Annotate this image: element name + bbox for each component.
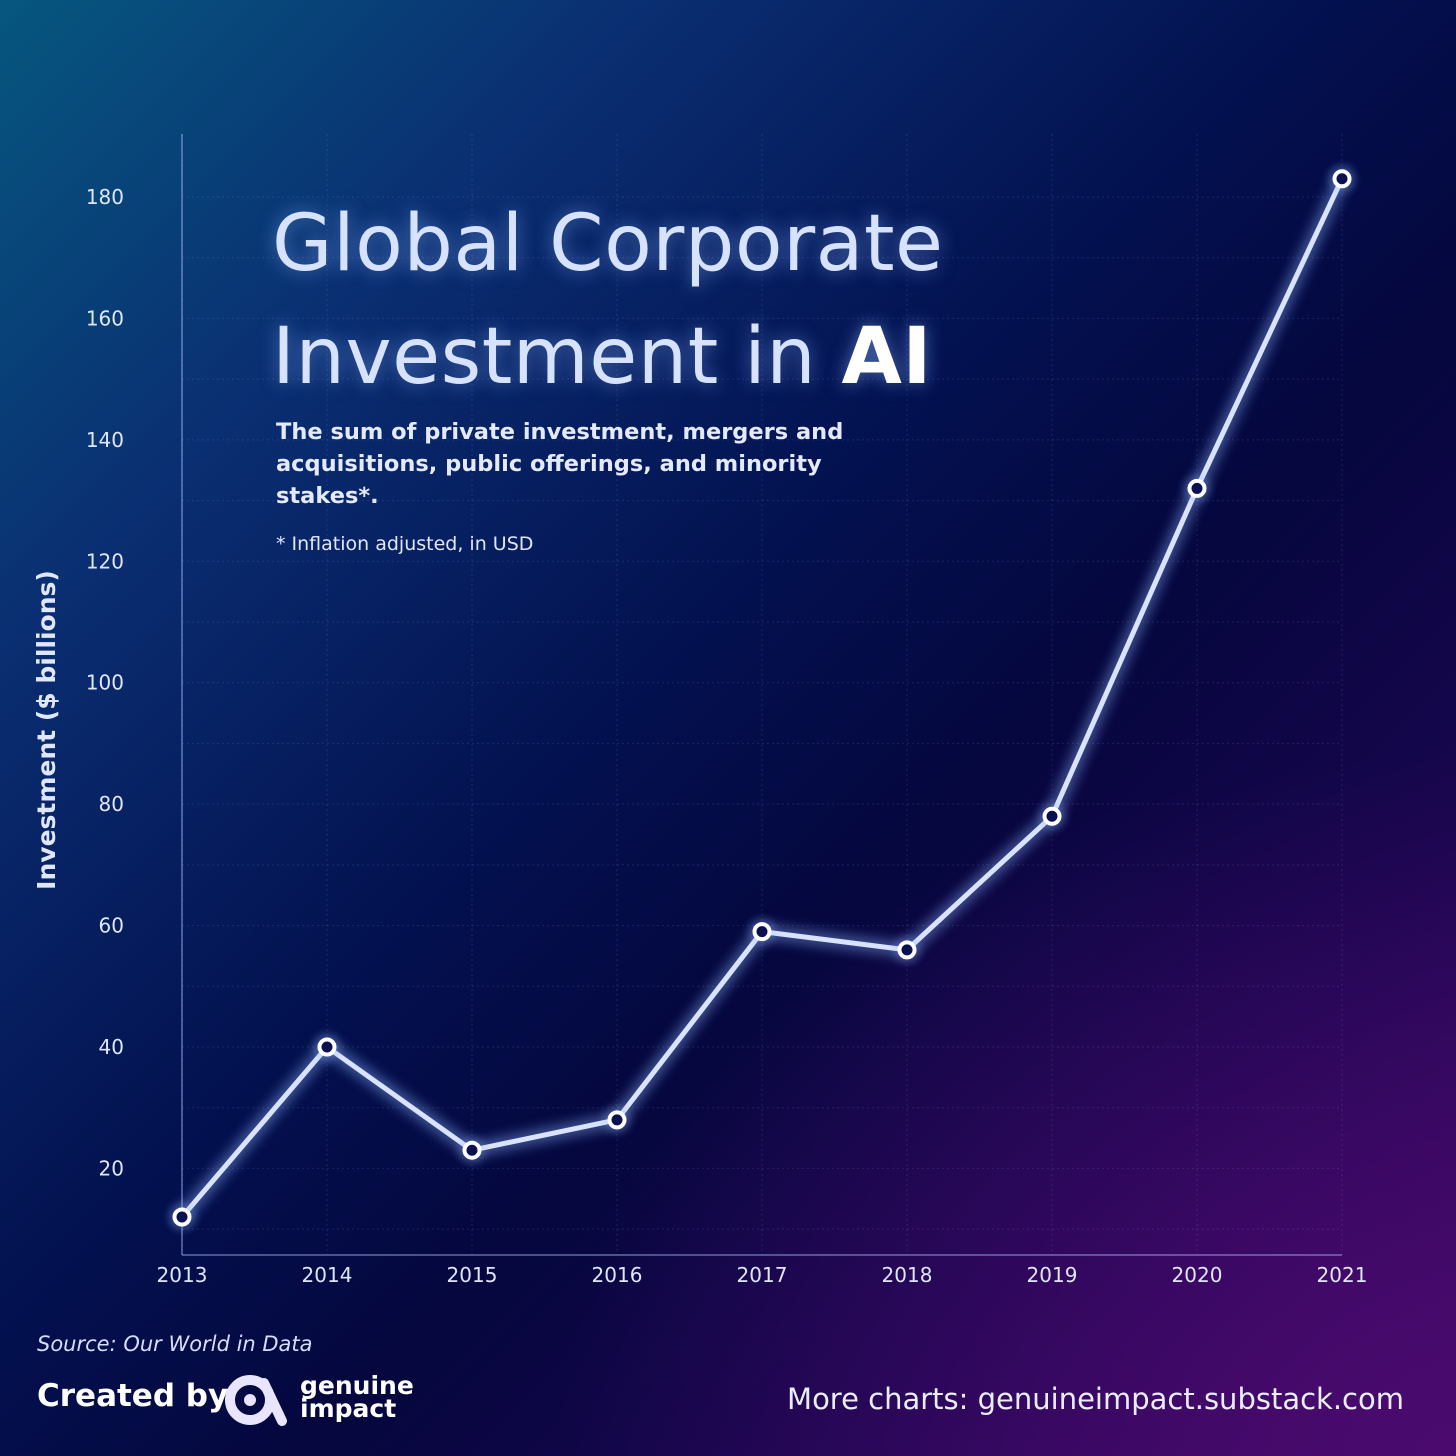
data-point xyxy=(462,1140,482,1160)
y-tick-label: 20 xyxy=(99,1156,124,1180)
data-point xyxy=(607,1110,627,1130)
y-tick-label: 160 xyxy=(86,306,124,330)
y-tick-label: 60 xyxy=(99,914,124,938)
x-tick-label: 2017 xyxy=(737,1263,788,1287)
title-line-2: Investment in AI xyxy=(272,301,1032,414)
title-line-1: Global Corporate xyxy=(272,199,944,289)
page-title: Global Corporate Investment in AI xyxy=(272,188,1032,414)
genuine-impact-logo-text: genuine impact xyxy=(300,1371,414,1423)
x-tick-label: 2014 xyxy=(302,1263,353,1287)
title-accent: AI xyxy=(841,312,932,402)
x-tick-label: 2015 xyxy=(447,1263,498,1287)
x-tick-label: 2019 xyxy=(1027,1263,1078,1287)
x-tick-label: 2013 xyxy=(157,1263,208,1287)
x-tick-label: 2016 xyxy=(592,1263,643,1287)
x-tick-label: 2018 xyxy=(882,1263,933,1287)
subtitle: The sum of private investment, mergers a… xyxy=(276,419,844,509)
x-tick-label: 2020 xyxy=(1172,1263,1223,1287)
x-tick-label: 2021 xyxy=(1317,1263,1368,1287)
axes xyxy=(181,134,1342,1256)
data-point xyxy=(1042,806,1062,826)
data-point xyxy=(317,1037,337,1057)
y-tick-label: 140 xyxy=(86,428,124,452)
data-point xyxy=(1332,169,1352,189)
logo-line-2: impact xyxy=(300,1394,397,1423)
created-by-text: Created by xyxy=(37,1378,229,1414)
y-tick-label: 100 xyxy=(86,671,124,695)
genuine-impact-logo-icon xyxy=(225,1375,287,1426)
more-charts-link[interactable]: More charts: genuineimpact.substack.com xyxy=(787,1382,1404,1416)
y-tick-labels: 20 40 60 80 100 120 140 160 180 xyxy=(86,185,124,1180)
logo-line-1: genuine xyxy=(300,1371,414,1400)
y-tick-label: 40 xyxy=(99,1035,124,1059)
data-point xyxy=(1187,478,1207,498)
data-point xyxy=(172,1207,192,1227)
y-tick-label: 180 xyxy=(86,185,124,209)
y-tick-label: 120 xyxy=(86,549,124,573)
data-point xyxy=(897,940,917,960)
y-axis-label: Investment ($ billions) xyxy=(32,570,61,890)
y-tick-label: 80 xyxy=(99,792,124,816)
x-tick-labels: 2013 2014 2015 2016 2017 2018 2019 2020 2021 xyxy=(157,1263,1368,1287)
footnote: * Inflation adjusted, in USD xyxy=(276,533,534,555)
data-point xyxy=(752,922,772,942)
title-line-2-prefix: Investment in xyxy=(272,312,842,402)
data-points xyxy=(168,164,1356,1231)
source-text: Source: Our World in Data xyxy=(37,1332,313,1356)
